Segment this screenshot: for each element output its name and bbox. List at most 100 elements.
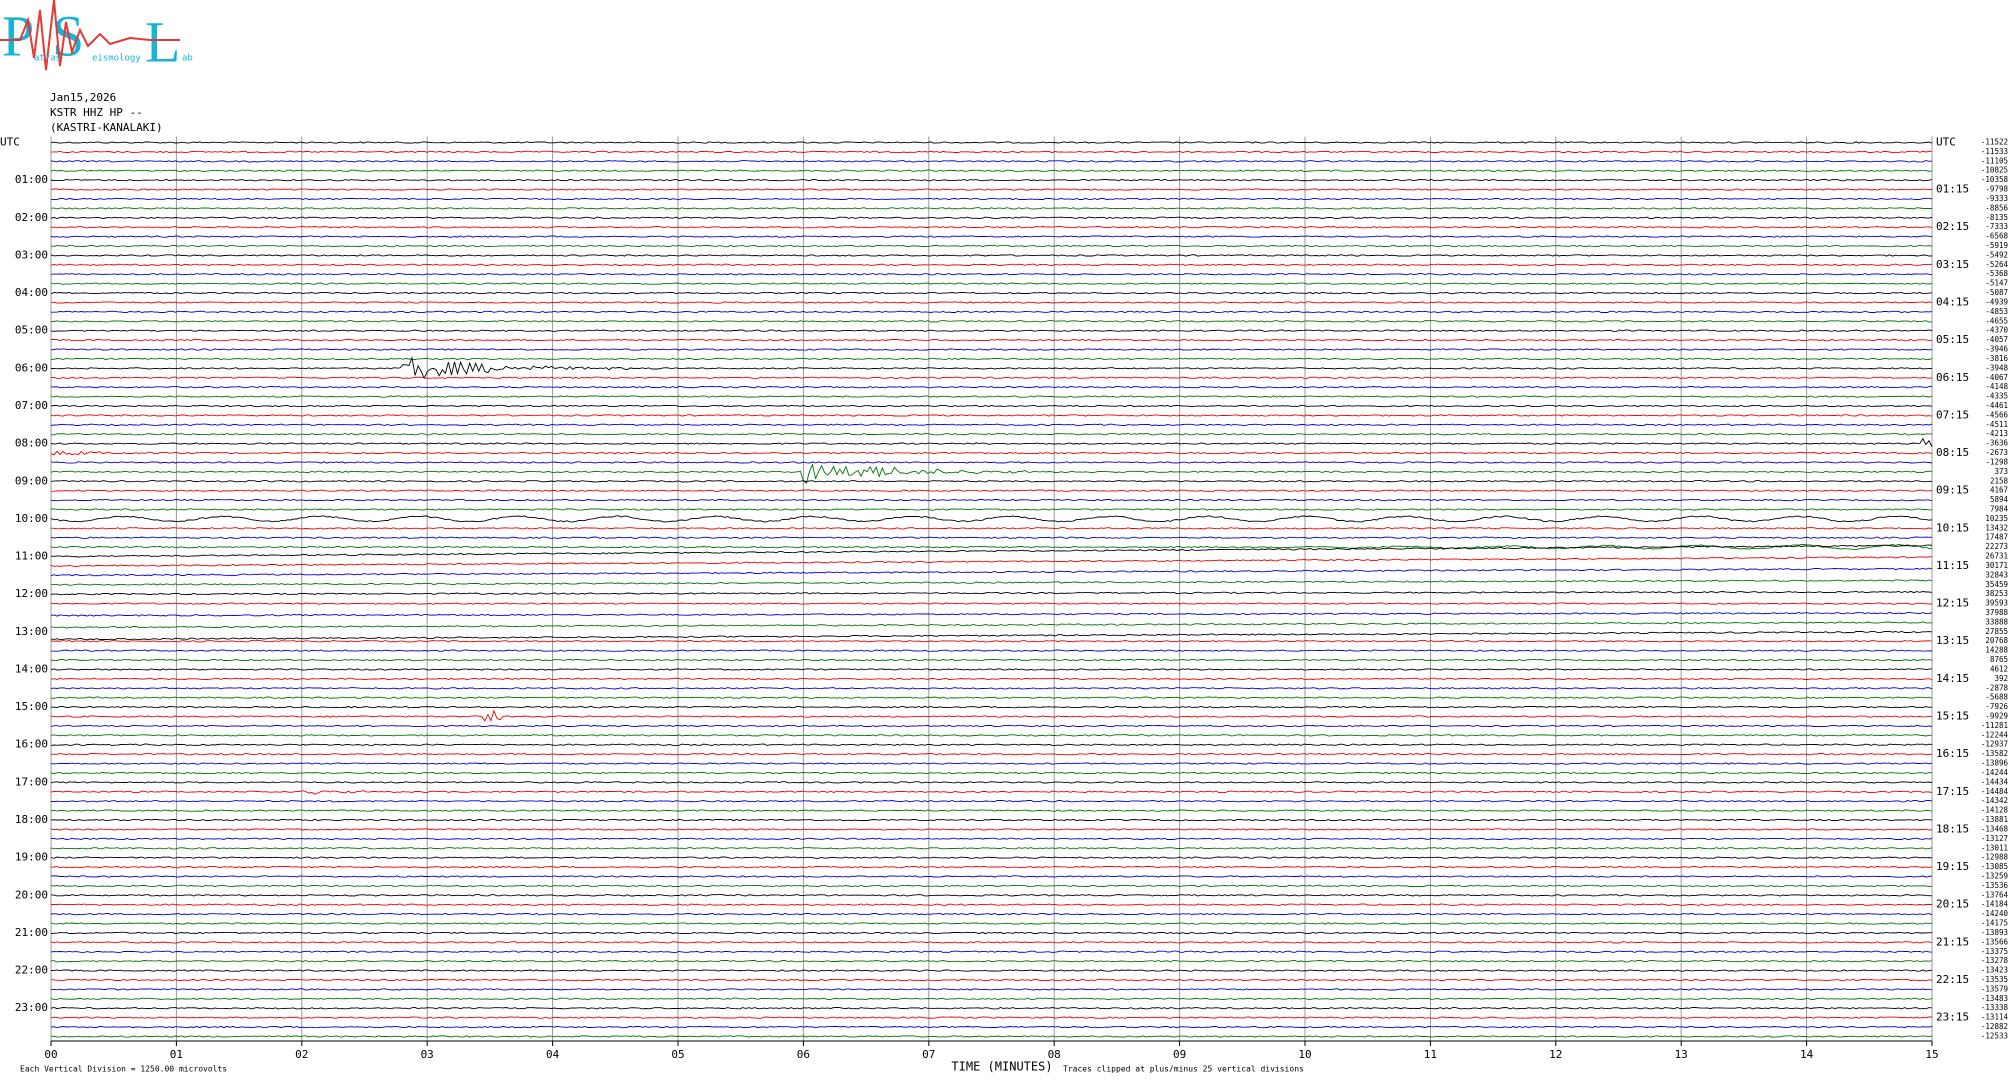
trace-offset: -10825	[1981, 166, 2008, 175]
hour-label-left: 19:00	[15, 851, 48, 864]
trace	[50, 536, 1933, 539]
trace	[50, 348, 1933, 351]
trace	[51, 310, 1933, 314]
trace-offset: -5368	[1985, 269, 2008, 278]
trace	[50, 590, 1933, 596]
hour-label-right: 03:15	[1936, 258, 1969, 271]
trace-offset: -9333	[1985, 194, 2008, 203]
trace-offset: 4612	[1990, 664, 2008, 673]
x-tick-label: 15	[1925, 1048, 1938, 1061]
trace	[50, 668, 1933, 671]
hour-label-right: 06:15	[1936, 371, 1969, 384]
trace-offset: 17487	[1985, 533, 2008, 542]
trace-offset: 373	[1994, 467, 2008, 476]
trace-offset: -13579	[1981, 984, 2008, 993]
trace-offset: -4057	[1985, 335, 2008, 344]
trace	[50, 414, 1933, 417]
trace	[50, 894, 1933, 897]
trace	[50, 818, 1933, 822]
x-tick-label: 03	[421, 1048, 434, 1061]
trace-offset: -13535	[1981, 975, 2008, 984]
trace	[50, 178, 1933, 182]
trace	[50, 922, 1933, 925]
trace	[50, 386, 1933, 389]
hour-label-right: 11:15	[1936, 559, 1969, 572]
trace-offset: -3946	[1985, 345, 2008, 354]
hour-label-left: 23:00	[15, 1001, 48, 1014]
trace-offset: -11522	[1981, 138, 2008, 147]
trace-offset: -5147	[1985, 279, 2008, 288]
trace	[50, 329, 1933, 332]
trace-offset: -13278	[1981, 956, 2009, 965]
trace-offset: -4461	[1985, 401, 2008, 410]
trace-offset: -3636	[1985, 439, 2008, 448]
hour-label-right: 21:15	[1936, 935, 1969, 948]
x-tick-label: 10	[1298, 1048, 1311, 1061]
trace	[50, 357, 1933, 361]
trace-offset: 2158	[1990, 476, 2009, 485]
trace	[50, 282, 1933, 285]
trace	[50, 207, 1932, 210]
trace-offset: -1298	[1985, 457, 2008, 466]
x-tick-label: 07	[922, 1048, 935, 1061]
trace-offset: -13423	[1981, 966, 2008, 975]
trace	[50, 649, 1933, 652]
trace	[50, 709, 1933, 722]
trace-offset: 13432	[1985, 523, 2008, 532]
trace-offset: -13259	[1981, 871, 2008, 880]
trace	[50, 753, 1933, 756]
trace-offset: -14175	[1981, 919, 2008, 928]
x-tick-label: 12	[1549, 1048, 1562, 1061]
hour-label-right: 01:15	[1936, 183, 1969, 196]
logo-word: atras	[34, 54, 61, 64]
trace-offset: 33888	[1985, 617, 2008, 626]
trace-offset: -13536	[1981, 881, 2009, 890]
trace	[50, 912, 1933, 916]
trace	[50, 579, 1933, 586]
trace	[50, 884, 1933, 888]
hour-label-right: 04:15	[1936, 295, 1969, 308]
logo-word: ab	[182, 54, 193, 64]
trace	[50, 226, 1933, 229]
hour-label-left: 02:00	[15, 211, 48, 224]
trace-offset: -13896	[1981, 759, 2009, 768]
trace	[51, 338, 1932, 342]
trace	[50, 950, 1933, 953]
hour-label-right: 20:15	[1936, 898, 1969, 911]
trace	[50, 781, 1933, 784]
x-tick-label: 05	[671, 1048, 684, 1061]
hour-label-left: 14:00	[15, 662, 48, 675]
trace-offset: -13085	[1981, 862, 2008, 871]
x-tick-label: 04	[546, 1048, 560, 1061]
trace	[50, 630, 1933, 641]
trace-offset: -3948	[1985, 363, 2008, 372]
hour-label-right: 17:15	[1936, 785, 1969, 798]
trace	[50, 498, 1933, 502]
logo-letter: P	[2, 3, 34, 68]
trace	[50, 771, 1933, 775]
x-axis-label: TIME (MINUTES)	[951, 1060, 1052, 1074]
trace-offset: -13582	[1981, 749, 2008, 758]
trace	[50, 865, 1933, 869]
x-tick-label: 14	[1800, 1048, 1814, 1061]
hour-label-right: 12:15	[1936, 597, 1969, 610]
trace	[50, 978, 1933, 982]
hour-label-right: 16:15	[1936, 747, 1969, 760]
trace-offset: 14288	[1985, 646, 2008, 655]
trace-offset: 38253	[1985, 589, 2008, 598]
x-tick-label: 08	[1048, 1048, 1061, 1061]
trace	[50, 254, 1933, 257]
trace-offset: -5919	[1985, 241, 2008, 250]
logo-word: eismology	[92, 54, 141, 64]
trace	[50, 197, 1933, 201]
trace-offset: -12882	[1981, 1022, 2008, 1031]
trace-offset: -12533	[1981, 1031, 2008, 1040]
x-tick-label: 11	[1424, 1048, 1437, 1061]
trace	[50, 997, 1933, 1000]
trace	[50, 837, 1933, 840]
trace	[50, 611, 1933, 617]
trace	[50, 567, 1933, 577]
trace-offset: -13011	[1981, 843, 2008, 852]
